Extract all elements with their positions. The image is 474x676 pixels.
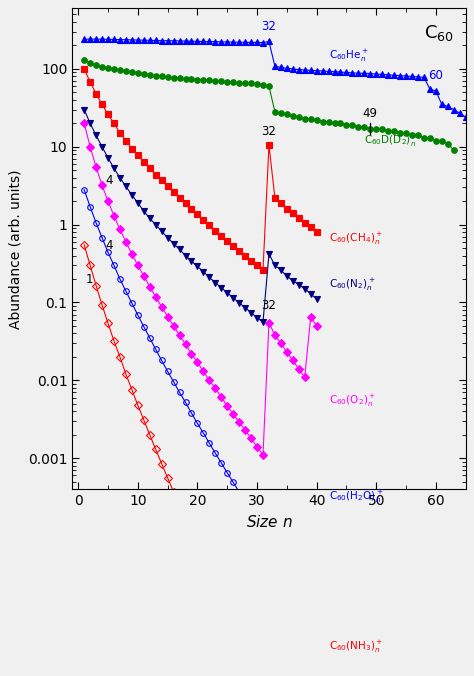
Text: C$_{60}$D(D$_2$)$_n^+$: C$_{60}$D(D$_2$)$_n^+$ [365, 132, 419, 149]
Text: 1: 1 [86, 272, 93, 285]
Text: 32: 32 [262, 125, 276, 138]
Text: 4: 4 [105, 174, 112, 187]
Text: 32: 32 [262, 299, 276, 312]
Text: 49: 49 [363, 107, 378, 120]
Text: 60: 60 [428, 69, 443, 82]
Text: C$_{60}$(O$_2$)$_n^+$: C$_{60}$(O$_2$)$_n^+$ [328, 393, 375, 408]
Text: 4: 4 [105, 239, 112, 252]
Text: C$_{60}$(H$_2$O)$_n^+$: C$_{60}$(H$_2$O)$_n^+$ [328, 489, 383, 505]
Text: C$_{60}$He$_n^+$: C$_{60}$He$_n^+$ [328, 48, 368, 64]
Text: C$_{60}$: C$_{60}$ [424, 23, 454, 43]
Y-axis label: Abundance (arb. units): Abundance (arb. units) [9, 169, 22, 329]
Text: 32: 32 [262, 20, 276, 33]
Text: C$_{60}$(N$_2$)$_n^+$: C$_{60}$(N$_2$)$_n^+$ [328, 276, 375, 293]
X-axis label: Size $n$: Size $n$ [246, 514, 292, 529]
Text: C$_{60}$(CH$_4$)$_n^+$: C$_{60}$(CH$_4$)$_n^+$ [328, 231, 383, 247]
Text: C$_{60}$(NH$_3$)$_n^+$: C$_{60}$(NH$_3$)$_n^+$ [328, 639, 383, 654]
